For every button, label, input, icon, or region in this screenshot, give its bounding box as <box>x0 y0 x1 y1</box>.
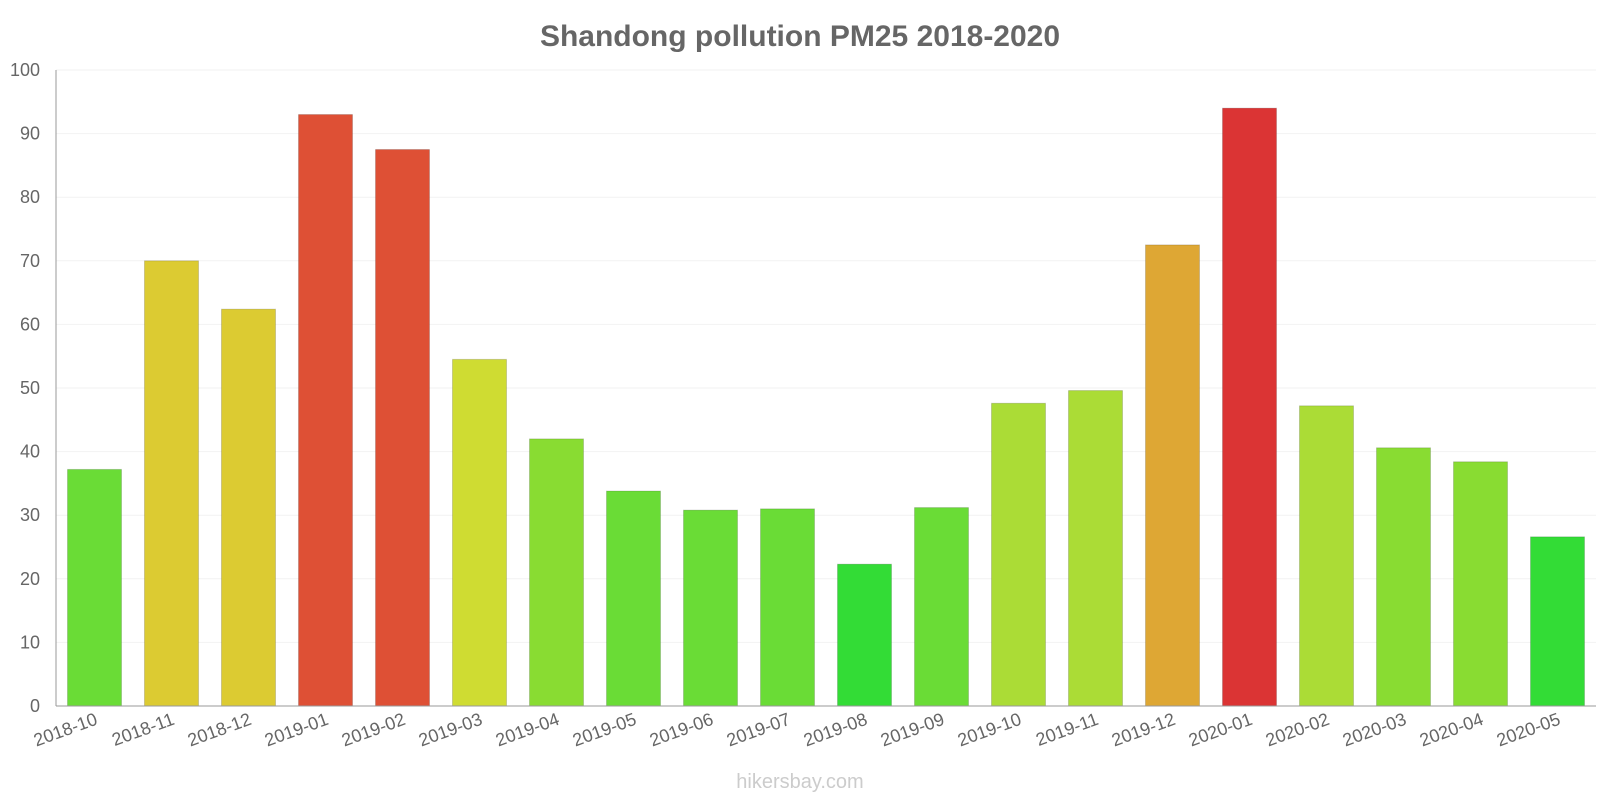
bar-2019-11 <box>1068 390 1123 707</box>
bar-2020-05 <box>1530 536 1585 707</box>
bar-2018-10 <box>67 468 122 707</box>
x-tick-label: 2019-09 <box>878 709 947 750</box>
bar-2019-12 <box>1145 244 1200 707</box>
bar-2019-07 <box>760 508 815 707</box>
bars <box>67 107 1585 707</box>
y-tick-label: 40 <box>20 442 40 462</box>
y-tick-label: 50 <box>20 378 40 398</box>
x-tick-label: 2019-11 <box>1033 709 1101 750</box>
x-tick-label: 2020-04 <box>1417 709 1486 750</box>
chart-title: Shandong pollution PM25 2018-2020 <box>540 20 1060 53</box>
x-tick-label: 2019-04 <box>493 709 562 750</box>
y-tick-label: 60 <box>20 314 40 334</box>
bar-2019-08 <box>837 563 892 707</box>
bar-2019-01 <box>298 114 353 707</box>
y-tick-label: 30 <box>20 505 40 525</box>
y-tick-label: 90 <box>20 124 40 144</box>
bar-2020-02 <box>1299 405 1354 707</box>
bar-2020-04 <box>1453 461 1508 707</box>
x-tick-label: 2019-03 <box>416 709 485 750</box>
x-tick-label: 2019-07 <box>724 709 793 750</box>
x-tick-label: 2020-03 <box>1340 709 1409 750</box>
x-tick-label: 2019-02 <box>339 709 408 750</box>
bar-2019-02 <box>375 149 430 707</box>
bar-2019-03 <box>452 358 507 707</box>
bar-2020-01 <box>1222 107 1277 707</box>
y-tick-label: 0 <box>30 696 40 716</box>
x-tick-label: 2019-05 <box>570 709 639 750</box>
y-tick-label: 70 <box>20 251 40 271</box>
x-tick-label: 2020-05 <box>1494 709 1563 750</box>
x-axis-ticks: 2018-10 2018-11 2018-12 2019-01 2019-02 2019-… <box>31 709 1563 750</box>
x-tick-label: 2019-10 <box>955 709 1024 750</box>
bar-2019-09 <box>914 507 969 707</box>
x-tick-label: 2019-12 <box>1109 709 1178 750</box>
bar-2019-05 <box>606 490 661 707</box>
y-tick-label: 80 <box>20 187 40 207</box>
gridlines <box>56 69 1596 643</box>
x-tick-label: 2018-10 <box>31 709 100 750</box>
bar-2019-06 <box>683 509 738 707</box>
y-axis-ticks: 0 10 20 30 40 50 60 70 80 90 100 <box>10 60 40 716</box>
x-tick-label: 2018-11 <box>109 709 177 750</box>
bar-2018-12 <box>221 308 276 707</box>
x-tick-label: 2019-08 <box>801 709 870 750</box>
bar-2019-10 <box>991 402 1046 707</box>
y-tick-label: 20 <box>20 569 40 589</box>
bar-2019-04 <box>529 438 584 707</box>
x-tick-label: 2020-01 <box>1186 709 1255 750</box>
y-tick-label: 100 <box>10 60 40 80</box>
bar-2020-03 <box>1376 447 1431 707</box>
bar-2018-11 <box>144 260 199 707</box>
x-tick-label: 2020-02 <box>1263 709 1332 750</box>
x-tick-label: 2018-12 <box>185 709 254 750</box>
site-credit: hikersbay.com <box>736 771 863 793</box>
y-tick-label: 10 <box>20 632 40 652</box>
x-tick-label: 2019-01 <box>262 709 331 750</box>
x-tick-label: 2019-06 <box>647 709 716 750</box>
